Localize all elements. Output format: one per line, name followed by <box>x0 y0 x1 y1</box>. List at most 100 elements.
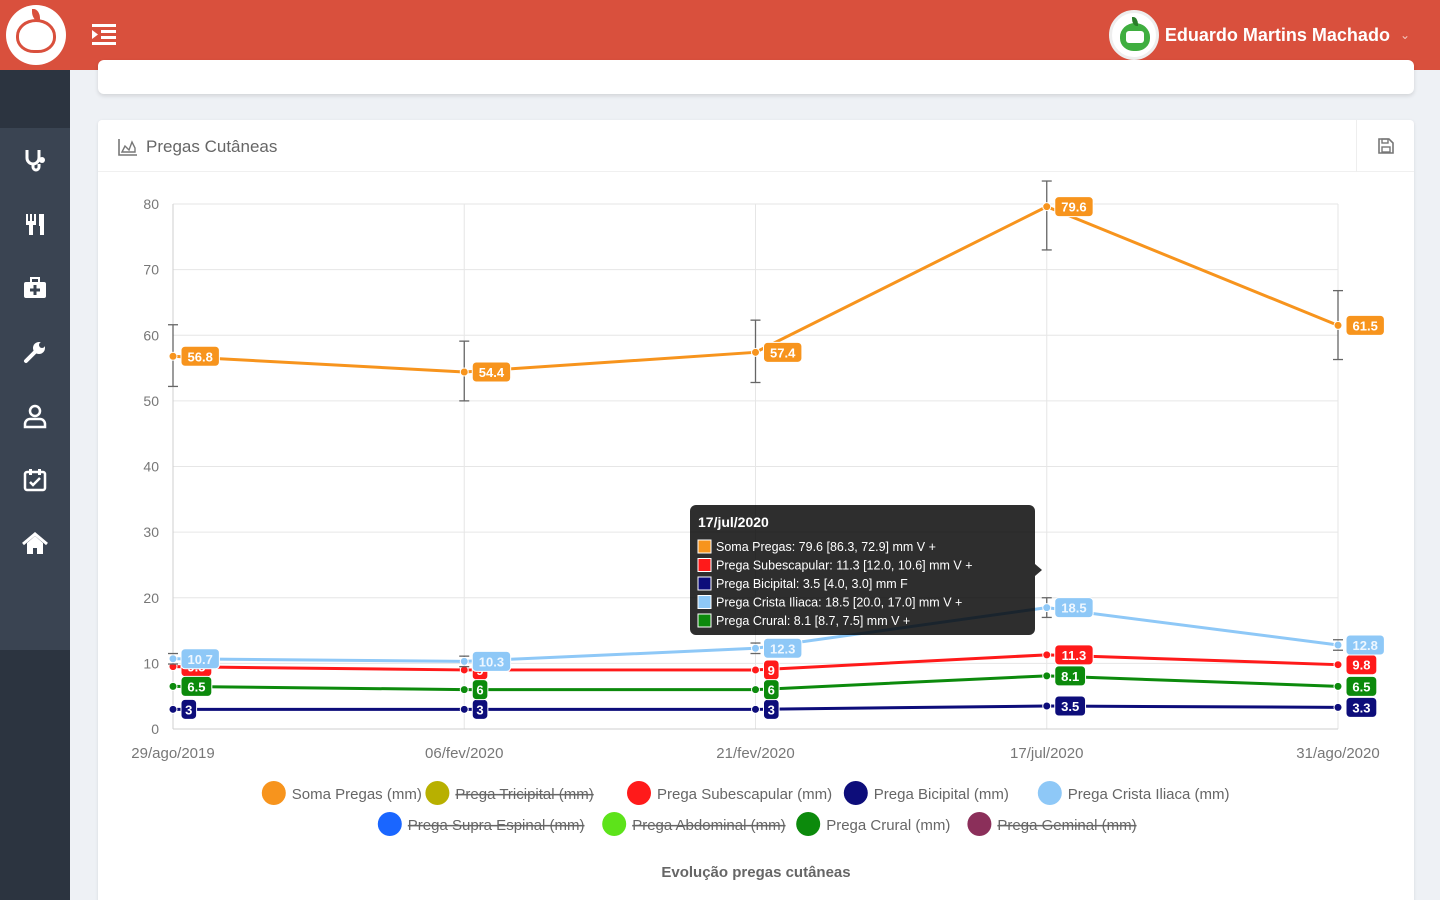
legend-marker[interactable] <box>425 781 450 805</box>
sidebar-item-schedule[interactable] <box>0 448 70 512</box>
data-point[interactable] <box>168 704 178 714</box>
sidebar-item-consultation[interactable] <box>0 128 70 192</box>
data-label: 10.3 <box>479 654 504 669</box>
data-point[interactable] <box>751 704 760 714</box>
x-axis-title: Evolução pregas cutâneas <box>661 864 850 881</box>
data-point[interactable] <box>459 704 469 714</box>
user-name[interactable]: Eduardo Martins Machado <box>1164 24 1390 45</box>
chevron-down-icon[interactable]: ⌄ <box>1399 28 1410 42</box>
apple-logo-icon <box>16 19 56 53</box>
legend-marker[interactable] <box>1037 781 1062 805</box>
data-point[interactable] <box>459 656 469 666</box>
data-point[interactable] <box>1042 202 1052 212</box>
data-label: 11.3 <box>1062 648 1087 663</box>
legend-marker[interactable] <box>377 812 402 836</box>
data-point[interactable] <box>1042 603 1052 613</box>
data-label-box <box>1054 196 1094 218</box>
data-label: 6 <box>768 683 775 698</box>
data-label: 6.5 <box>1352 679 1370 694</box>
avatar[interactable] <box>1108 10 1159 60</box>
data-point[interactable] <box>168 681 178 691</box>
y-tick-label: 60 <box>143 327 159 343</box>
sidebar-item-home[interactable] <box>0 512 70 576</box>
data-label: 57.4 <box>770 345 796 360</box>
x-tick-label: 21/fev/2020 <box>716 745 794 762</box>
data-label: 6.5 <box>187 679 205 694</box>
tooltip-swatch <box>697 558 712 572</box>
data-label: 6 <box>476 683 483 698</box>
data-label: 61.5 <box>1353 318 1378 333</box>
data-point[interactable] <box>1333 640 1343 650</box>
data-label-box <box>1345 634 1385 656</box>
legend-item[interactable]: Prega Crural (mm) <box>826 817 950 834</box>
data-label: 9.8 <box>1352 658 1370 673</box>
skinfold-card: Pregas Cutâneas 0 10 20 30 40 50 60 70 80 29/ago/… <box>98 120 1414 900</box>
data-point[interactable] <box>1042 671 1052 681</box>
data-label: 79.6 <box>1061 200 1086 215</box>
sidebar-item-patient[interactable] <box>0 384 70 448</box>
legend-item[interactable]: Prega Tricipital (mm) <box>455 786 593 803</box>
legend-item[interactable]: Prega Abdominal (mm) <box>632 817 785 834</box>
data-label: 3 <box>185 702 192 717</box>
legend-item[interactable]: Soma Pregas (mm) <box>292 786 422 803</box>
tooltip-swatch <box>697 595 712 609</box>
data-point[interactable] <box>751 665 760 675</box>
legend-marker[interactable] <box>967 812 992 836</box>
card-title: Pregas Cutâneas <box>118 137 277 157</box>
legend-marker[interactable] <box>627 781 651 805</box>
data-point[interactable] <box>751 643 760 653</box>
legend-item[interactable]: Prega Subescapular (mm) <box>657 786 832 803</box>
menu-toggle-button[interactable] <box>92 23 116 47</box>
legend-item[interactable]: Prega Geminal (mm) <box>997 817 1136 834</box>
logo-leaf-icon <box>32 9 40 21</box>
data-point[interactable] <box>168 351 178 361</box>
data-label-box <box>180 698 198 720</box>
save-chart-button[interactable] <box>1356 120 1414 172</box>
legend-marker[interactable] <box>796 812 821 836</box>
legend-marker[interactable] <box>261 781 286 805</box>
data-point[interactable] <box>1333 702 1343 712</box>
legend-item[interactable]: Prega Crista Iliaca (mm) <box>1068 786 1230 803</box>
data-point[interactable] <box>459 685 469 695</box>
data-label-box <box>471 679 489 701</box>
data-label-box <box>1054 597 1094 619</box>
legend-marker[interactable] <box>602 812 627 836</box>
legend-item[interactable]: Prega Bicipital (mm) <box>874 786 1009 803</box>
data-label-box <box>471 361 512 383</box>
card-header: Pregas Cutâneas <box>98 120 1414 172</box>
data-point[interactable] <box>751 347 760 357</box>
legend-item[interactable]: Prega Supra Espinal (mm) <box>408 817 585 834</box>
sidebar-item-exams[interactable] <box>0 256 70 320</box>
stethoscope-icon <box>25 150 45 172</box>
tooltip-row: Prega Crista Iliaca: 18.5 [20.0, 17.0] m… <box>716 596 962 610</box>
y-tick-label: 70 <box>143 262 159 278</box>
data-point[interactable] <box>1042 650 1052 660</box>
previous-card <box>98 60 1414 94</box>
data-label: 10.7 <box>188 652 213 667</box>
data-label-box <box>1345 675 1378 697</box>
data-label: 3.5 <box>1061 699 1079 714</box>
data-point[interactable] <box>1333 320 1343 330</box>
data-label: 3 <box>768 702 775 717</box>
app-logo[interactable] <box>6 5 66 65</box>
data-point[interactable] <box>459 367 469 377</box>
sidebar-item-tools[interactable] <box>0 320 70 384</box>
data-label: 12.3 <box>770 641 795 656</box>
data-label-box <box>763 341 803 363</box>
data-point[interactable] <box>751 685 760 695</box>
data-label: 8.1 <box>1061 669 1079 684</box>
data-point[interactable] <box>1042 701 1052 711</box>
legend-marker[interactable] <box>843 781 868 805</box>
data-label-box <box>471 650 512 672</box>
tooltip-swatch <box>697 613 712 628</box>
tooltip-box <box>690 505 1035 635</box>
user-menu[interactable]: Eduardo Martins Machado ⌄ <box>1108 10 1410 60</box>
data-point[interactable] <box>168 654 178 664</box>
sidebar-item-diet[interactable] <box>0 192 70 256</box>
data-point[interactable] <box>1333 681 1343 691</box>
x-tick-label: 31/ago/2020 <box>1296 745 1379 762</box>
data-point[interactable] <box>1333 660 1343 670</box>
data-label: 3 <box>476 702 483 717</box>
logo-area[interactable] <box>0 0 72 70</box>
y-tick-label: 10 <box>143 655 159 671</box>
